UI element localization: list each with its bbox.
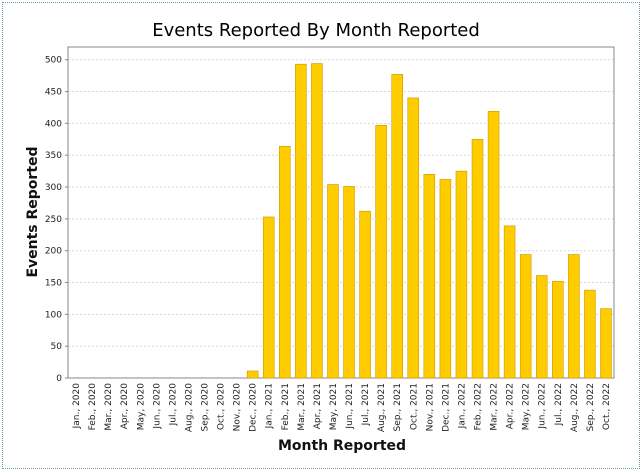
bar — [375, 124, 387, 379]
x-tick-label: Mar., 2020 — [104, 383, 114, 431]
x-tick-label: Apr., 2020 — [120, 383, 130, 430]
x-tick-label: Feb., 2022 — [474, 383, 484, 430]
x-tick-label: Nov., 2021 — [425, 383, 435, 431]
bar — [246, 370, 259, 379]
x-tick-label: Jul., 2021 — [361, 383, 371, 426]
x-tick-label: Sep., 2021 — [393, 383, 403, 431]
x-tick-label: Jun., 2020 — [152, 383, 162, 430]
bar — [519, 254, 532, 379]
bar — [439, 179, 452, 379]
bar — [600, 308, 612, 379]
bar — [568, 254, 580, 379]
bar — [552, 280, 564, 379]
bar — [503, 225, 516, 379]
x-tick-label: Nov., 2020 — [233, 383, 243, 432]
bar — [327, 184, 339, 379]
y-tick-label: 400 — [45, 119, 62, 129]
bar — [262, 216, 275, 379]
y-tick-label: 250 — [45, 215, 62, 225]
bar — [471, 139, 484, 379]
y-tick-label: 100 — [45, 310, 62, 320]
y-tick-label: 200 — [45, 247, 62, 257]
x-tick-label: Aug., 2021 — [377, 383, 387, 432]
bar — [584, 289, 596, 379]
x-tick-label: Apr., 2021 — [313, 383, 323, 429]
x-tick-label: Oct., 2020 — [217, 383, 227, 430]
x-tick-label: Mar., 2021 — [297, 383, 307, 431]
x-tick-label: Dec., 2020 — [249, 383, 259, 432]
x-tick-label: May, 2020 — [136, 383, 146, 431]
bar — [279, 146, 291, 379]
x-tick-label: Jan., 2020 — [72, 383, 82, 430]
x-tick-label: Jan., 2022 — [457, 383, 467, 429]
bar — [487, 110, 500, 379]
x-tick-label: May, 2022 — [522, 383, 532, 430]
y-axis-ticks: 0 50 100 150 200 250 300 350 400 450 500 — [45, 56, 68, 384]
bar — [359, 210, 371, 379]
bar — [407, 97, 420, 379]
bars — [246, 63, 612, 379]
x-tick-label: Feb., 2021 — [281, 383, 291, 430]
bar — [423, 174, 436, 379]
bar — [311, 63, 323, 379]
x-tick-label: Sep., 2020 — [201, 383, 211, 432]
x-tick-label: Aug., 2020 — [184, 383, 194, 432]
x-tick-label: Mar., 2022 — [490, 383, 500, 431]
x-tick-label: Sep., 2022 — [586, 383, 596, 431]
x-axis-ticks: Jan., 2020 Feb., 2020 Mar., 2020 Apr., 2020… — [72, 383, 612, 432]
x-tick-label: Oct., 2022 — [602, 383, 612, 430]
bar — [295, 63, 307, 379]
x-axis-title: Month Reported — [278, 438, 406, 454]
x-tick-label: Jan., 2021 — [265, 383, 275, 429]
chart-title: Events Reported By Month Reported — [152, 20, 480, 41]
bar — [535, 275, 548, 379]
plot-area — [67, 46, 615, 379]
x-tick-label: Oct., 2021 — [409, 383, 419, 430]
x-tick-label: Apr., 2022 — [506, 383, 516, 429]
y-tick-label: 350 — [45, 151, 62, 161]
x-tick-label: Dec., 2021 — [441, 383, 451, 432]
chart-frame — [2, 2, 640, 469]
bar — [343, 186, 355, 379]
x-tick-label: Jul., 2022 — [554, 383, 564, 426]
y-tick-label: 300 — [45, 183, 62, 193]
x-tick-label: May, 2021 — [329, 383, 339, 430]
y-tick-label: 50 — [51, 342, 63, 352]
y-tick-label: 150 — [45, 279, 62, 289]
x-tick-label: Aug., 2022 — [570, 383, 580, 432]
y-tick-label: 500 — [45, 56, 62, 66]
y-axis-title: Events Reported — [25, 146, 41, 277]
bar — [455, 170, 468, 379]
y-tick-label: 0 — [56, 374, 62, 384]
bar — [391, 74, 403, 379]
y-tick-label: 450 — [45, 88, 62, 98]
x-tick-label: Jun., 2022 — [538, 383, 548, 430]
grid-lines — [68, 59, 614, 347]
x-tick-label: Feb., 2020 — [88, 383, 98, 431]
x-tick-label: Jul., 2020 — [168, 383, 178, 427]
x-tick-label: Jun., 2021 — [345, 383, 355, 430]
